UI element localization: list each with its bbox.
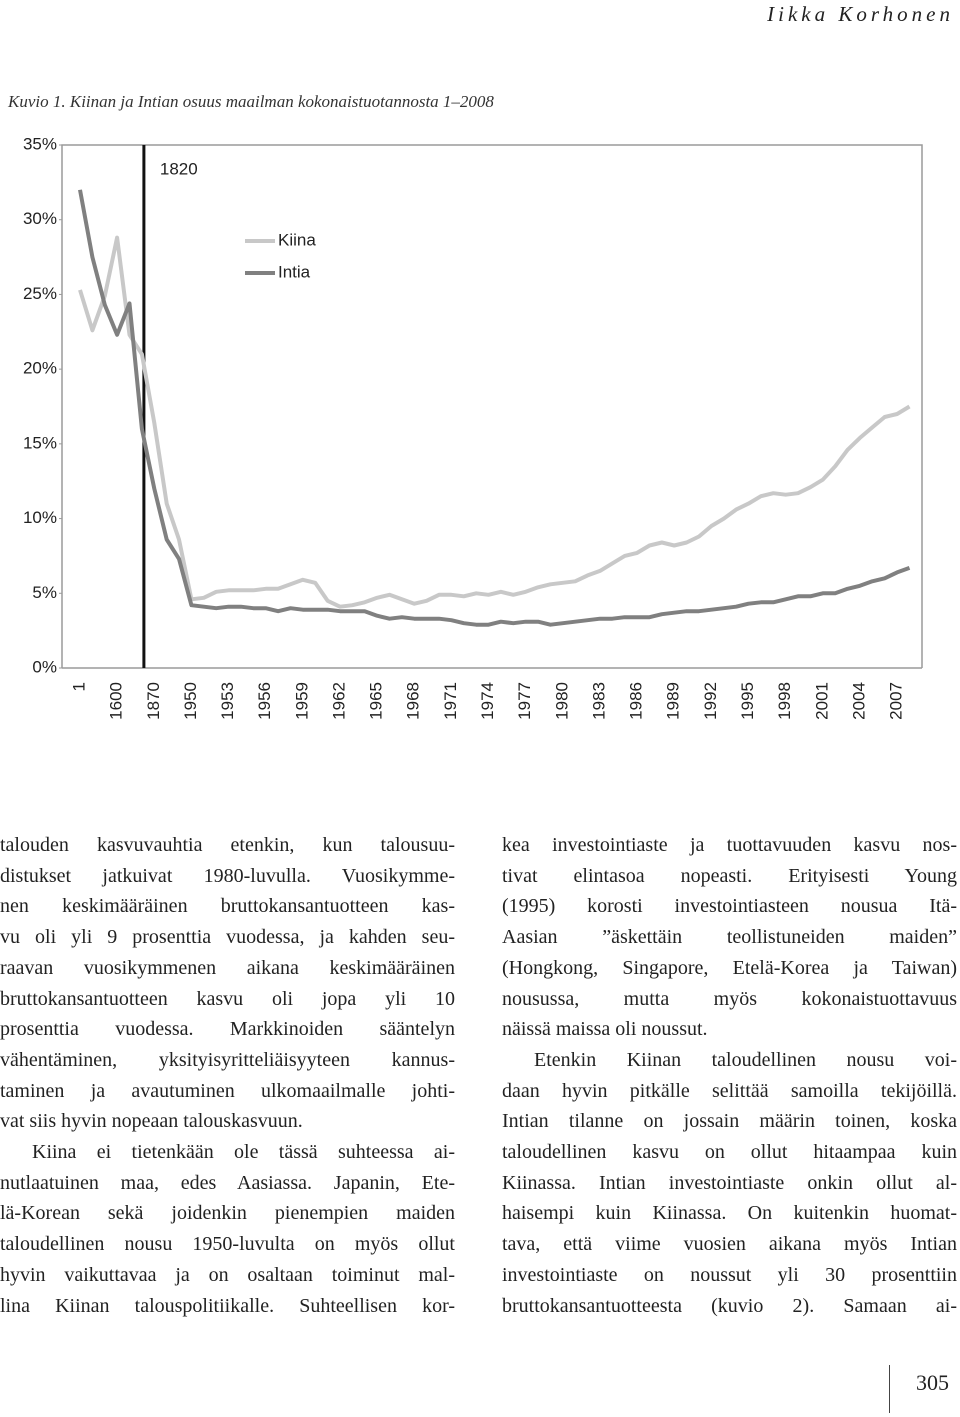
text-line: vat siis hyvin nopeaan talouskasvuun.	[0, 1110, 303, 1133]
text-line: bruttokansantuotteen kasvu oli jopa yli …	[0, 987, 455, 1010]
text-line: vu oli yli 9 prosenttia vuodessa, ja kah…	[0, 926, 455, 949]
running-header: Iikka Korhonen	[767, 2, 954, 26]
text-line: nutlaatuinen maa, edes Aasiassa. Japanin…	[0, 1171, 455, 1194]
x-tick-label: 1600	[107, 682, 126, 720]
x-tick-label: 1953	[218, 682, 237, 720]
text-line: (1995) korosti investointiasteen nousua …	[502, 895, 957, 918]
text-line: Kiinassa. Intian investointiaste onkin o…	[502, 1171, 957, 1194]
text-line: Intian tilanne on jossain määrin toinen,…	[502, 1110, 957, 1133]
text-line: taloudellinen nousu 1950-luvulta on myös…	[0, 1233, 455, 1256]
x-tick-label: 1870	[144, 682, 163, 720]
text-line: bruttokansantuotteesta (kuvio 2). Samaan…	[502, 1294, 957, 1317]
text-line: Etenkin Kiinan taloudellinen nousu voi-	[534, 1048, 957, 1071]
x-tick-label: 1980	[552, 682, 571, 720]
x-tick-label: 1959	[292, 682, 311, 720]
annotation-label: 1820	[160, 159, 198, 178]
x-tick-label: 2001	[812, 682, 831, 720]
text-line: taminen ja avautuminen ulkomaailmalle jo…	[0, 1079, 455, 1102]
text-line: talouden kasvuvauhtia etenkin, kun talou…	[0, 834, 455, 856]
legend-label: Intia	[278, 262, 311, 281]
text-line: daan hyvin pitkälle selittää samoilla te…	[502, 1079, 957, 1102]
y-tick-label: 5%	[32, 583, 57, 602]
chart: 0% 5% 10% 15% 20% 25% 30% 35% 1 1600 1870 1950 1953 1…	[23, 134, 923, 720]
page-number: 305	[916, 1370, 949, 1395]
text-line: investointiaste on noussut yli 30 prosen…	[502, 1263, 957, 1286]
text-line: nen keskimääräinen bruttokansantuotteen …	[0, 895, 455, 918]
text-line: näissä maissa oli noussut.	[502, 1018, 708, 1041]
x-tick-label: 1968	[404, 682, 423, 720]
x-tick-label: 1977	[515, 682, 534, 720]
text-line: raavan vuosikymmenen aikana keskimääräin…	[0, 956, 455, 979]
x-tick-label: 1956	[255, 682, 274, 720]
y-tick-label: 10%	[23, 508, 57, 527]
y-tick-label: 0%	[32, 657, 57, 676]
x-tick-label: 1989	[664, 682, 683, 720]
x-tick-label: 1971	[441, 682, 460, 720]
text-line: taloudellinen kasvu on ollut hitaampaa k…	[502, 1141, 957, 1164]
series-line	[78, 235, 911, 609]
text-line: tava, että viime vuosien aikana myös Int…	[502, 1233, 957, 1256]
y-tick-label: 35%	[23, 134, 57, 153]
right-column: kea investointiaste ja tuottavuuden kasv…	[502, 830, 957, 1321]
text-line: (Hongkong, Singapore, Etelä-Korea ja Tai…	[502, 956, 957, 979]
x-tick-label: 1992	[701, 682, 720, 720]
text-line: kea investointiaste ja tuottavuuden kasv…	[502, 834, 957, 856]
text-line: lina Kiinan talouspolitiikalle. Suhteell…	[0, 1294, 455, 1317]
x-tick-label: 1965	[367, 682, 386, 720]
plot-frame	[61, 144, 923, 668]
y-tick-label: 25%	[23, 284, 57, 303]
x-tick-label: 1	[69, 682, 88, 691]
text-line: haisempi kuin Kiinassa. On kuitenkin huo…	[502, 1202, 957, 1225]
text-line: Kiina ei tietenkään ole tässä suhteessa …	[32, 1141, 455, 1164]
text-line: lä-Korean sekä joidenkin pienempien maid…	[0, 1202, 455, 1225]
text-line: Aasian ”äskettäin teollistuneiden maiden…	[502, 926, 957, 949]
text-line: distukset jatkuivat 1980-luvulla. Vuosik…	[0, 864, 455, 887]
x-tick-label: 1950	[181, 682, 200, 720]
y-tick-label: 30%	[23, 209, 57, 228]
x-tick-label: 2004	[849, 682, 868, 720]
x-tick-label: 1983	[589, 682, 608, 720]
x-tick-label: 1974	[478, 682, 497, 720]
series-line	[78, 189, 911, 627]
legend-label: Kiina	[278, 230, 316, 249]
x-tick-label: 1986	[627, 682, 646, 720]
text-line: vähentäminen, yksityisyritteliäisyyteen …	[0, 1048, 455, 1071]
x-tick-label: 2007	[887, 682, 906, 720]
text-line: tivat elintasoa nopeasti. Erityisesti Yo…	[502, 864, 957, 887]
page-number-rule	[889, 1365, 890, 1413]
y-tick-label: 20%	[23, 359, 57, 378]
text-line: hyvin vaikuttavaa ja on osaltaan toiminu…	[0, 1263, 455, 1286]
x-tick-label: 1995	[738, 682, 757, 720]
y-tick-label: 15%	[23, 433, 57, 452]
x-tick-label: 1998	[775, 682, 794, 720]
text-line: prosenttia vuodessa. Markkinoiden säänte…	[0, 1018, 455, 1041]
figure-caption: Kuvio 1. Kiinan ja Intian osuus maailman…	[8, 92, 494, 111]
text-line: nousussa, mutta myös kokonaistuottavuus	[502, 987, 957, 1010]
left-column: talouden kasvuvauhtia etenkin, kun talou…	[0, 830, 455, 1321]
x-tick-label: 1962	[329, 682, 348, 720]
